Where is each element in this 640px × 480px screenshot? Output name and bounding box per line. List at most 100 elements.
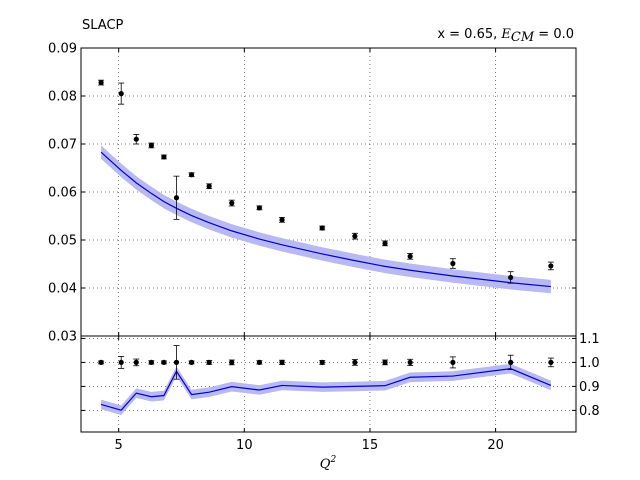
point-marker [548, 359, 554, 365]
y-tick-label: 0.09 [48, 42, 77, 57]
ratio-panel-frame [80, 335, 577, 433]
point-marker [161, 154, 167, 160]
point-marker [319, 225, 325, 231]
point-marker [407, 359, 413, 365]
point-marker [450, 359, 456, 365]
point-marker [188, 172, 195, 178]
data-point [279, 217, 286, 223]
point-marker [133, 136, 139, 142]
y-tick-label: 0.03 [48, 330, 77, 345]
main-theory-band [101, 145, 551, 294]
data-point [188, 359, 195, 365]
data-point [279, 359, 286, 365]
data-point [148, 142, 155, 149]
data-point [319, 359, 326, 365]
y-tick-label: 0.08 [48, 90, 77, 105]
point-marker [382, 240, 388, 246]
point-marker [148, 142, 154, 149]
point-marker [206, 183, 212, 189]
data-point [351, 359, 358, 366]
data-point [547, 261, 554, 271]
data-point [160, 359, 167, 365]
data-point [133, 358, 140, 367]
point-marker [407, 253, 413, 259]
main-panel-ticks: 0.03 0.04 0.05 0.06 0.07 0.08 0.09 [48, 42, 576, 345]
point-marker [548, 263, 554, 269]
data-point [173, 345, 180, 380]
data-point [98, 79, 105, 86]
data-point [206, 359, 213, 365]
point-marker [352, 359, 358, 365]
point-marker [173, 195, 180, 201]
ratio-panel-ticks: 5 10 15 20 0.8 0.9 1.0 1.1 [81, 332, 600, 453]
y-tick-label: 1.0 [579, 356, 600, 371]
point-marker [256, 359, 263, 365]
point-marker [98, 79, 104, 86]
uncertainty-band [101, 145, 551, 294]
data-point [228, 199, 235, 207]
point-marker [206, 359, 212, 365]
y-tick-label: 0.06 [48, 186, 77, 201]
point-marker [118, 91, 124, 97]
main-panel-grid [81, 48, 576, 336]
point-marker [319, 359, 325, 365]
y-tick-label: 0.8 [579, 404, 600, 419]
data-point [173, 175, 180, 220]
data-point [351, 232, 358, 240]
data-point [319, 225, 326, 231]
data-point [148, 359, 155, 365]
data-point [206, 183, 213, 190]
x-tick-label: 5 [115, 438, 123, 453]
point-marker [382, 359, 388, 365]
main-data-points [98, 79, 554, 284]
y-tick-label: 1.1 [579, 332, 600, 347]
theory-line [100, 368, 552, 411]
point-marker [98, 359, 104, 365]
data-point [98, 359, 105, 365]
y-tick-label: 0.9 [579, 380, 600, 395]
data-point [382, 359, 389, 366]
ratio-data-points [98, 345, 554, 380]
point-marker [188, 359, 195, 365]
data-point [118, 355, 125, 369]
data-point [256, 359, 263, 365]
point-marker [450, 260, 456, 267]
y-tick-label: 0.05 [48, 234, 77, 249]
x-axis-label: Q2 [320, 455, 337, 472]
point-marker [118, 359, 124, 365]
data-point [407, 358, 414, 366]
theory-line [100, 151, 551, 288]
ratio-theory-line [100, 368, 552, 411]
data-point [382, 240, 389, 247]
data-point [449, 258, 456, 269]
data-point [547, 357, 554, 368]
x-tick-label: 20 [487, 438, 504, 453]
data-point [118, 82, 125, 105]
point-marker [229, 359, 235, 365]
point-marker [508, 274, 514, 281]
point-marker [256, 205, 263, 211]
chart-title-right: x = 0.65, ECM = 0.0 [437, 27, 574, 45]
point-marker [173, 359, 180, 365]
y-tick-label: 0.04 [48, 282, 77, 297]
chart-title-left: SLACP [82, 18, 124, 33]
point-marker [352, 233, 358, 239]
data-point [256, 205, 263, 211]
data-point [507, 271, 514, 284]
point-marker [148, 359, 154, 365]
main-theory-line [100, 151, 551, 288]
x-tick-label: 15 [362, 438, 379, 453]
point-marker [279, 359, 285, 365]
y-tick-label: 0.07 [48, 138, 77, 153]
point-marker [508, 359, 514, 365]
point-marker [161, 359, 167, 365]
data-point [407, 253, 414, 260]
data-point [507, 354, 514, 371]
data-point [160, 154, 167, 160]
data-point [228, 359, 235, 366]
point-marker [133, 359, 139, 365]
ratio-panel-grid [81, 336, 576, 432]
point-marker [229, 200, 235, 206]
